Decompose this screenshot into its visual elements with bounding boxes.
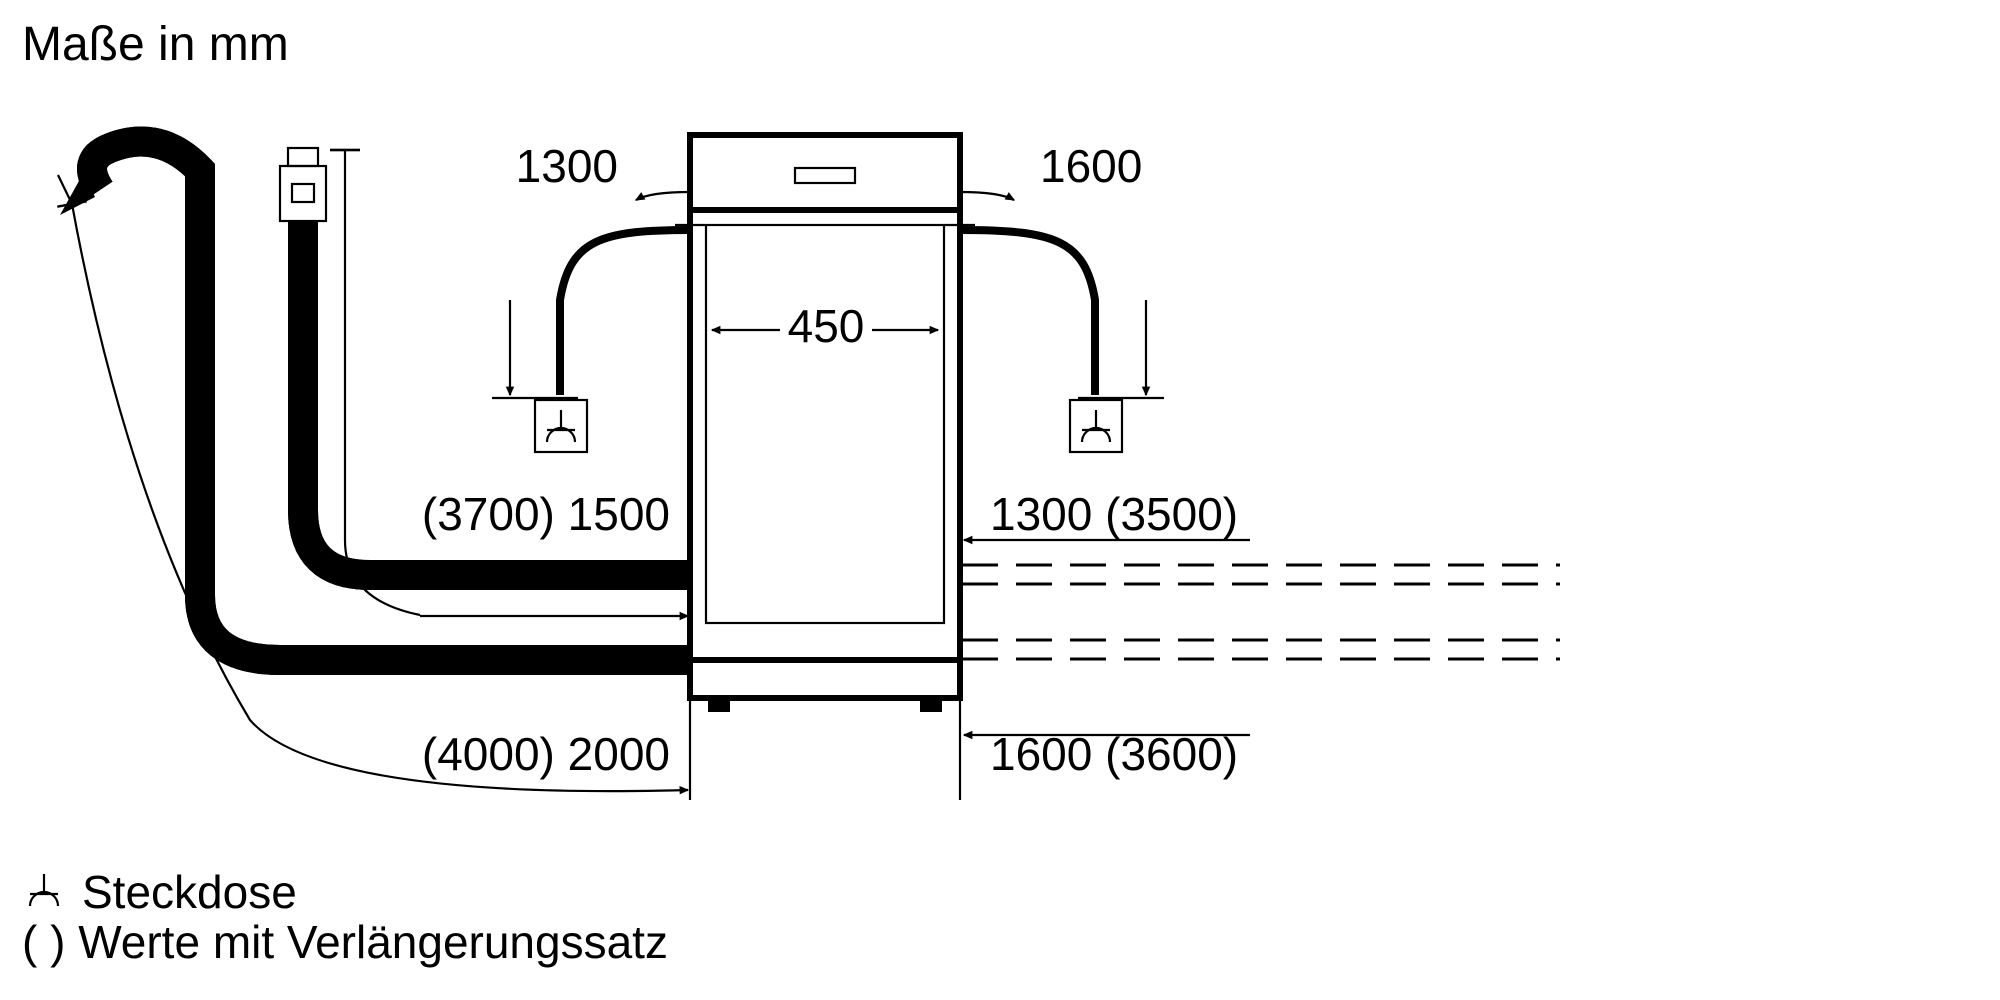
legend: Steckdose ( ) Werte mit Verlängerungssat… (22, 866, 668, 968)
width-label: 450 (788, 300, 865, 352)
title-text: Maße in mm (22, 18, 289, 71)
diagram-canvas: Maße in mm 450 1300 (0, 0, 2000, 1000)
legend-socket: Steckdose (82, 866, 297, 918)
inlet-hose (280, 148, 688, 615)
socket-right (1070, 400, 1122, 452)
left-cord-label: 1300 (492, 140, 690, 398)
right-lower-dim: 1600 (3600) (960, 700, 1250, 800)
width-dimension: 450 (712, 300, 938, 352)
socket-left (535, 400, 587, 452)
svg-text:1600: 1600 (1040, 140, 1142, 192)
left-power-cord (560, 225, 705, 395)
svg-text:1300: 1300 (516, 140, 618, 192)
right-power-cord (945, 225, 1095, 395)
svg-text:(4000) 2000: (4000) 2000 (422, 728, 670, 780)
legend-extension: ( ) Werte mit Verlängerungssatz (22, 916, 668, 968)
right-hose-upper (962, 565, 1560, 659)
svg-text:(3700) 1500: (3700) 1500 (422, 488, 670, 540)
socket-icon (30, 874, 58, 906)
right-cord-label: 1600 (960, 140, 1164, 398)
right-upper-dim: 1300 (3500) (960, 488, 1250, 700)
svg-text:1300 (3500): 1300 (3500) (990, 488, 1238, 540)
appliance (690, 135, 960, 712)
left-inlet-dim: (3700) 1500 (420, 488, 688, 616)
